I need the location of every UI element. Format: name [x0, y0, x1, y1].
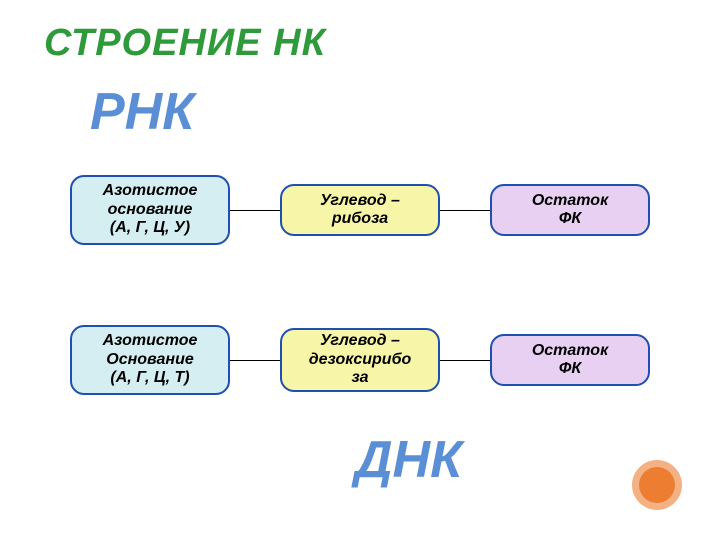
diagram-node: Остаток ФК	[490, 184, 650, 236]
connector-line	[440, 210, 490, 211]
connector-line	[230, 210, 280, 211]
diagram-node: Остаток ФК	[490, 334, 650, 386]
diagram-node: Азотистое Основание (А, Г, Ц, Т)	[70, 325, 230, 395]
diagram-node: Азотистое основание (А, Г, Ц, У)	[70, 175, 230, 245]
dnk-label: ДНК	[355, 430, 462, 490]
slide: СТРОЕНИЕ НК РНК ДНК Азотистое основание …	[0, 0, 720, 540]
connector-line	[440, 360, 490, 361]
diagram-row: Азотистое основание (А, Г, Ц, У) Углевод …	[0, 175, 720, 245]
decor-circle-outer-icon	[632, 460, 682, 510]
diagram-node: Углевод – рибоза	[280, 184, 440, 236]
rnk-label: РНК	[90, 82, 194, 142]
decor-circle-inner-icon	[639, 467, 675, 503]
connector-line	[230, 360, 280, 361]
slide-title: СТРОЕНИЕ НК	[44, 22, 326, 65]
diagram-row: Азотистое Основание (А, Г, Ц, Т) Углевод …	[0, 325, 720, 395]
diagram-node: Углевод – дезоксирибо за	[280, 328, 440, 392]
